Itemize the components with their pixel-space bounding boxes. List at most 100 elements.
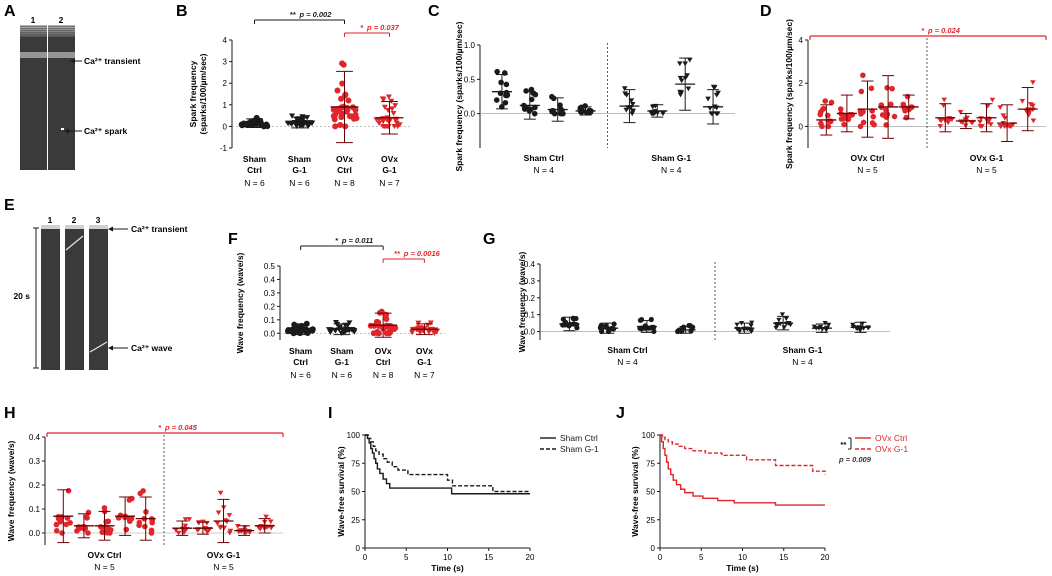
group-label: OVx	[375, 346, 392, 356]
y-tick-label: 0.2	[264, 302, 276, 311]
panel-e-label: E	[4, 197, 15, 214]
data-point	[105, 518, 112, 525]
panel-d: 0 2 4 Spark frequency (sparks/100/µm/sec) OV…	[784, 19, 1047, 175]
data-point	[83, 514, 90, 520]
x-axis-label: Time (s)	[431, 563, 464, 573]
data-point	[889, 85, 895, 92]
data-point	[822, 98, 829, 104]
data-point	[416, 329, 423, 336]
data-point	[338, 114, 345, 121]
data-point	[63, 521, 69, 528]
data-point	[857, 123, 864, 130]
wave-streak	[89, 341, 108, 353]
sig-stars: **	[290, 10, 297, 19]
group-label: Ctrl	[337, 165, 352, 175]
transient-band	[48, 25, 75, 27]
sig-stars: *	[921, 26, 925, 35]
sig-p-value: p = 0.0016	[403, 249, 441, 258]
data-point	[997, 124, 1004, 129]
data-point	[342, 123, 349, 130]
data-point	[214, 521, 221, 526]
data-point	[327, 329, 334, 336]
group-n-label: N = 7	[379, 178, 400, 188]
group-label: Ctrl	[376, 357, 391, 367]
y-tick-label: 0.3	[524, 277, 536, 286]
panel-c-label: C	[428, 3, 440, 20]
sig-p-value: p = 0.024	[927, 26, 961, 35]
y-axis-label: Spark frequency (sparks/100/µm/sec)	[454, 21, 464, 171]
transient-band	[20, 27, 47, 29]
data-point	[660, 111, 666, 117]
group-n-label: N = 7	[414, 370, 435, 380]
data-point	[242, 525, 248, 531]
data-point	[1028, 102, 1034, 107]
arrow-head	[64, 128, 69, 134]
data-point	[550, 95, 557, 102]
panel-h: 0.0 0.1 0.2 0.3 0.4 Wave frequency (wave/s) OV…	[6, 423, 284, 572]
group-n-label: N = 6	[244, 178, 265, 188]
data-point	[393, 120, 400, 126]
y-tick-label: 0.1	[264, 316, 276, 325]
legend-entry: OVx Ctrl	[875, 433, 907, 443]
annotation-spark: Ca²⁺ spark	[84, 126, 127, 136]
legend-entry: Sham Ctrl	[560, 433, 598, 443]
transient-band	[48, 27, 75, 29]
data-point	[989, 97, 996, 103]
data-point	[173, 527, 179, 533]
x-tick-label: 15	[484, 553, 493, 562]
group-label: Sham	[289, 346, 313, 356]
data-point	[1002, 115, 1008, 121]
group-n-label: N = 6	[290, 370, 311, 380]
data-point	[332, 123, 339, 130]
data-point	[142, 523, 148, 530]
data-point	[685, 86, 692, 92]
data-point	[868, 85, 875, 92]
data-point	[345, 97, 352, 104]
linescan-lane-1	[41, 225, 60, 370]
data-point	[860, 119, 867, 126]
data-point	[391, 124, 398, 130]
panel-h-label: H	[4, 405, 16, 422]
data-point	[988, 122, 994, 127]
data-point	[204, 520, 210, 526]
data-point	[1007, 124, 1014, 129]
group-label: Sham	[288, 154, 312, 164]
data-point	[502, 99, 509, 106]
sig-p-value: p = 0.002	[299, 10, 333, 19]
data-point	[623, 92, 630, 98]
data-point	[900, 101, 907, 108]
data-point	[820, 105, 827, 112]
data-point	[117, 512, 124, 519]
data-point	[560, 316, 566, 322]
panel-i: 0 25 50 75 100 0 5 10 15 20 Time (s) Wave-free surv…	[336, 431, 599, 573]
panel-j: 0 25 50 75 100 0 5 10 15 20 Time (s) Wave-free surv…	[630, 431, 908, 573]
data-point	[736, 329, 743, 334]
group-label: G-1	[335, 357, 349, 367]
y-tick-label: 0.4	[264, 275, 276, 284]
block-n-label: N = 5	[857, 165, 878, 175]
y-tick-label: 0.0	[524, 328, 536, 337]
data-point	[1030, 80, 1036, 85]
survival-curve-sham-ctrl	[365, 434, 530, 495]
data-point	[884, 85, 890, 91]
data-point	[711, 85, 718, 90]
data-point	[677, 61, 683, 67]
block-label: Sham Ctrl	[607, 345, 647, 355]
x-tick-label: 0	[363, 553, 368, 562]
data-point	[99, 529, 106, 536]
block-n-label: N = 5	[976, 165, 997, 175]
sig-p-value: p = 0.037	[366, 23, 400, 32]
data-point	[221, 525, 227, 531]
linescan-lane-2	[65, 225, 84, 370]
y-tick-label: 0.1	[524, 311, 536, 320]
transient-band	[48, 29, 75, 31]
data-point	[85, 530, 91, 536]
y-tick-label: 50	[646, 488, 655, 497]
data-point	[339, 80, 346, 87]
data-point	[841, 121, 847, 128]
data-point	[264, 123, 271, 130]
y-tick-label: 0	[223, 122, 228, 131]
data-point	[385, 108, 392, 114]
